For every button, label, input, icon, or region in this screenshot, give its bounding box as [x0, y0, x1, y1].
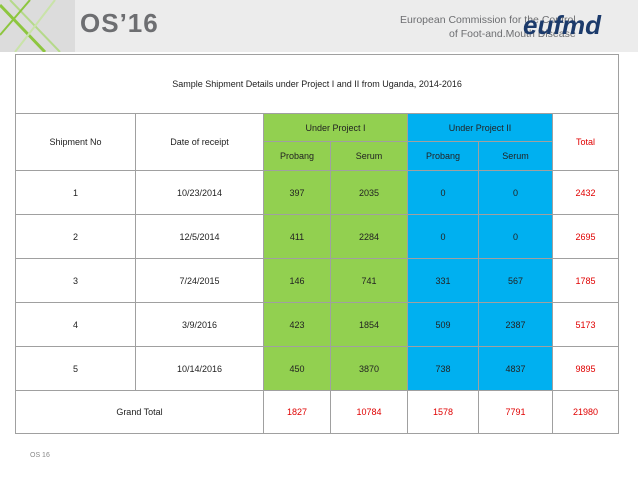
table-row: 4 3/9/2016 423 1854 509 2387 5173 [15, 302, 620, 347]
grand-total-cell: 7791 [478, 390, 553, 434]
column-header: Date of receipt [135, 113, 264, 171]
table-cell: 2695 [551, 214, 620, 259]
table-cell: 738 [407, 346, 479, 391]
table-cell: 12/5/2014 [135, 214, 264, 259]
table-cell: 423 [263, 302, 331, 347]
table-cell: 10/23/2014 [135, 170, 264, 215]
table-cell: 9895 [551, 346, 620, 391]
org-line: of Foot-and.Mouth Disease [449, 28, 576, 40]
banner-decoration [0, 0, 75, 52]
organization: European Commission for the Control of Fo… [400, 13, 576, 41]
brand: eufmd [523, 10, 601, 40]
column-header: Shipment No [15, 113, 136, 171]
table-cell: 2387 [478, 302, 553, 347]
table-row: 2 12/5/2014 411 2284 0 0 2695 [15, 214, 620, 259]
table-row: Sample Shipment Details under Project I … [14, 54, 620, 114]
table-cell: 5173 [551, 302, 620, 347]
table-cell: 1785 [551, 258, 620, 303]
subheader: Serum [478, 141, 553, 171]
table-cell: 146 [263, 258, 331, 303]
table-cell: 5 [15, 346, 136, 391]
grand-total-cell: 10784 [330, 390, 408, 434]
table-cell: 10/14/2016 [135, 346, 264, 391]
grand-total-cell: 21980 [551, 390, 620, 434]
table-cell: 2035 [330, 170, 408, 215]
subheader: Probang [407, 141, 479, 171]
table-row: 1 10/23/2014 397 2035 0 0 2432 [15, 170, 620, 215]
table-title: Sample Shipment Details under Project I … [14, 54, 620, 114]
table-row: Grand Total 1827 10784 1578 7791 21980 [15, 390, 620, 434]
table-cell: 2284 [330, 214, 408, 259]
banner: OS’16 European Commission for the Contro… [0, 0, 638, 52]
table-row: Shipment No Date of receipt Under Project … [15, 113, 620, 171]
table-cell: 411 [263, 214, 331, 259]
grand-total-label: Grand Total [15, 390, 264, 434]
group-header: Under Project I [263, 113, 408, 142]
column-header: Total [551, 113, 620, 171]
grand-total-cell: 1578 [407, 390, 479, 434]
table-row: 3 7/24/2015 146 741 331 567 1785 [15, 258, 620, 303]
table-cell: 3/9/2016 [135, 302, 264, 347]
table-cell: 4837 [478, 346, 553, 391]
table-cell: 0 [407, 170, 479, 215]
table-cell: 2 [15, 214, 136, 259]
table-row: Probang Serum Probang Serum [16, 141, 619, 171]
table-cell: 567 [478, 258, 553, 303]
table-cell: 0 [478, 214, 553, 259]
table-cell: 3 [15, 258, 136, 303]
table-cell: 1 [15, 170, 136, 215]
table-cell: 397 [263, 170, 331, 215]
subheader: Probang [263, 141, 331, 171]
table-cell: 331 [407, 258, 479, 303]
footer: OS 16 [30, 452, 50, 459]
org-line: European Commission for the Control [400, 14, 576, 26]
grand-total-cell: 1827 [263, 390, 331, 434]
shipment-table: Sample Shipment Details under Project I … [14, 54, 620, 434]
table-cell: 2432 [551, 170, 620, 215]
table-cell: 509 [407, 302, 479, 347]
table-cell: 0 [478, 170, 553, 215]
table-row: 5 10/14/2016 450 3870 738 4837 9895 [15, 346, 620, 391]
table-cell: 7/24/2015 [135, 258, 264, 303]
table-cell: 3870 [330, 346, 408, 391]
subheader: Serum [330, 141, 408, 171]
table-cell: 4 [15, 302, 136, 347]
table-cell: 450 [263, 346, 331, 391]
table-cell: 1854 [330, 302, 408, 347]
table-cell: 0 [407, 214, 479, 259]
logo: OS’16 [80, 8, 159, 38]
group-header: Under Project II [407, 113, 553, 142]
table-cell: 741 [330, 258, 408, 303]
